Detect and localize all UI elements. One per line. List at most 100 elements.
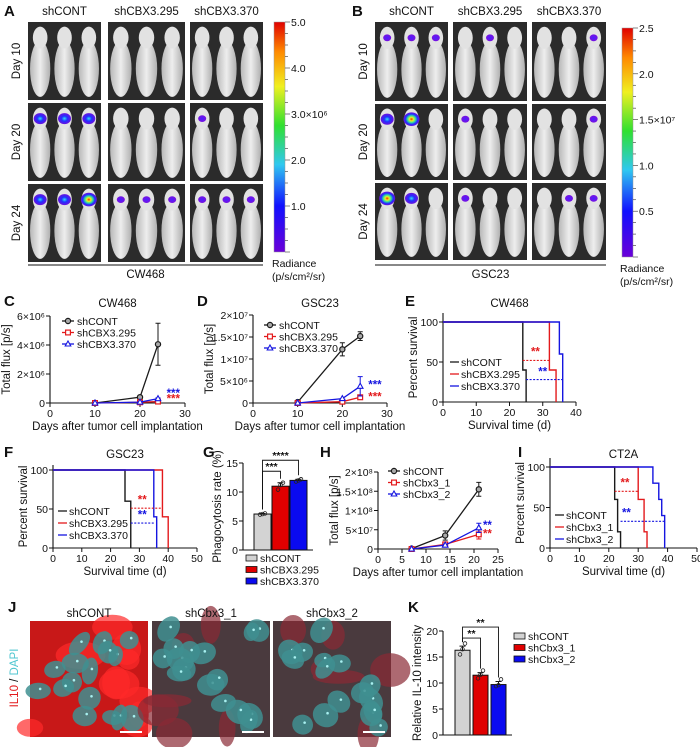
bar <box>271 485 290 551</box>
legend-swatch <box>513 655 526 663</box>
mouse-head <box>164 107 180 130</box>
chromocenter <box>90 694 93 698</box>
y-tick-label: 6×10⁶ <box>17 311 45 323</box>
mouse-body <box>192 40 213 97</box>
chromocenter <box>339 698 343 701</box>
mouse-body <box>425 201 446 257</box>
colorbar-tick-label: 0.5 <box>639 206 654 218</box>
chromocenter <box>370 682 374 685</box>
mouse <box>216 107 237 178</box>
mouse-body <box>558 122 580 177</box>
mouse-body <box>425 122 446 177</box>
bar-shCONT <box>253 511 272 551</box>
data-point <box>390 489 398 497</box>
mouse-body <box>54 121 75 178</box>
x-tick-label: 30 <box>632 553 644 565</box>
dapi-nucleus <box>206 668 229 691</box>
mouse-head <box>138 107 155 130</box>
significance-stars: ** <box>138 509 147 521</box>
chromocenter <box>129 636 133 640</box>
x-axis-label: Survival time (d) <box>468 420 551 432</box>
panel-label-d: D <box>197 293 208 310</box>
il10-signal <box>16 718 44 737</box>
replicate-point <box>262 511 268 516</box>
chromocenter <box>303 721 306 724</box>
mouse-body <box>54 202 75 259</box>
dapi-nucleus <box>78 686 101 710</box>
x-tick-label: 40 <box>662 553 674 565</box>
data-point <box>154 341 162 348</box>
x-tick-label: 0 <box>50 553 56 565</box>
data-point <box>357 332 364 340</box>
dapi-nucleus <box>281 649 305 669</box>
mouse-head <box>194 26 210 49</box>
x-tick-label: 50 <box>691 553 700 565</box>
panel-label-e: E <box>405 293 415 310</box>
bioluminescence-signal <box>589 115 598 123</box>
bar-shCONT <box>454 641 471 736</box>
legend-label: shCBX3.370 <box>279 343 338 355</box>
panel-label-h: H <box>320 444 331 461</box>
mouse <box>583 26 604 98</box>
mouse-body <box>558 40 580 98</box>
mouse-body <box>240 202 261 259</box>
survival-curve <box>443 321 564 402</box>
data-point <box>91 398 99 406</box>
column-header: shCONT <box>67 608 112 620</box>
legend-label: shCbx3_2 <box>566 534 613 546</box>
mouse <box>192 188 213 259</box>
data-point <box>64 339 72 347</box>
mouse <box>377 187 398 257</box>
legend-label: shCONT <box>461 357 502 369</box>
y-tick-label: 50 <box>533 503 545 515</box>
x-tick-label: 10 <box>292 408 304 420</box>
series-line <box>94 344 159 404</box>
mouse <box>425 26 446 98</box>
mouse <box>558 187 580 257</box>
mouse <box>192 107 213 178</box>
bioluminescence-signal <box>589 195 598 202</box>
mouse-body <box>110 40 132 97</box>
x-tick-label: 15 <box>444 554 456 566</box>
significance-bracket <box>262 459 299 510</box>
y-tick-label: 0 <box>539 543 545 555</box>
mouse-head <box>536 187 552 210</box>
colorbar-tick-label: 4.0 <box>291 63 306 75</box>
chromocenter <box>72 678 76 682</box>
column-header: shCBX3.370 <box>194 6 259 18</box>
x-axis-label: Survival time (d) <box>582 566 665 578</box>
label-separator: / <box>9 675 21 685</box>
chromocenter <box>239 708 243 712</box>
mouse-head <box>561 26 577 49</box>
legend-swatch <box>513 644 526 651</box>
y-tick-label: 4×10⁶ <box>17 340 45 352</box>
y-tick-label: 1×10⁸ <box>345 506 373 518</box>
mouse-body <box>30 40 51 97</box>
column-header: shCONT <box>42 6 87 18</box>
bioluminescence-signal <box>565 195 573 202</box>
bioluminescence-signal <box>58 194 71 206</box>
mouse <box>30 107 51 178</box>
mouse-body <box>583 40 604 98</box>
chromocenter <box>174 645 177 648</box>
chromocenter <box>217 676 221 679</box>
significance-stars: **** <box>272 450 289 462</box>
column-header: shCbx3_2 <box>306 608 358 620</box>
mouse-head <box>81 26 97 49</box>
mouse <box>135 26 158 97</box>
significance-stars: ** <box>483 520 492 532</box>
colorbar-tick-label: 1.0 <box>291 201 306 213</box>
y-tick-label: 1×10⁷ <box>221 354 249 366</box>
y-tick-label: 5 <box>432 704 438 716</box>
bar-shCBX3.295 <box>271 480 290 551</box>
mouse <box>583 187 604 257</box>
chart-panel-d: GSC23 0 5×10⁶ 1×10⁷ 1.5×10⁷ 2×10⁷ Total flux [… <box>204 298 405 433</box>
data-point <box>266 321 274 329</box>
mouse <box>161 188 183 259</box>
mouse-body <box>504 40 525 98</box>
dapi-label: DAPI <box>9 649 21 676</box>
replicate-point <box>480 668 486 673</box>
mouse <box>216 26 237 97</box>
